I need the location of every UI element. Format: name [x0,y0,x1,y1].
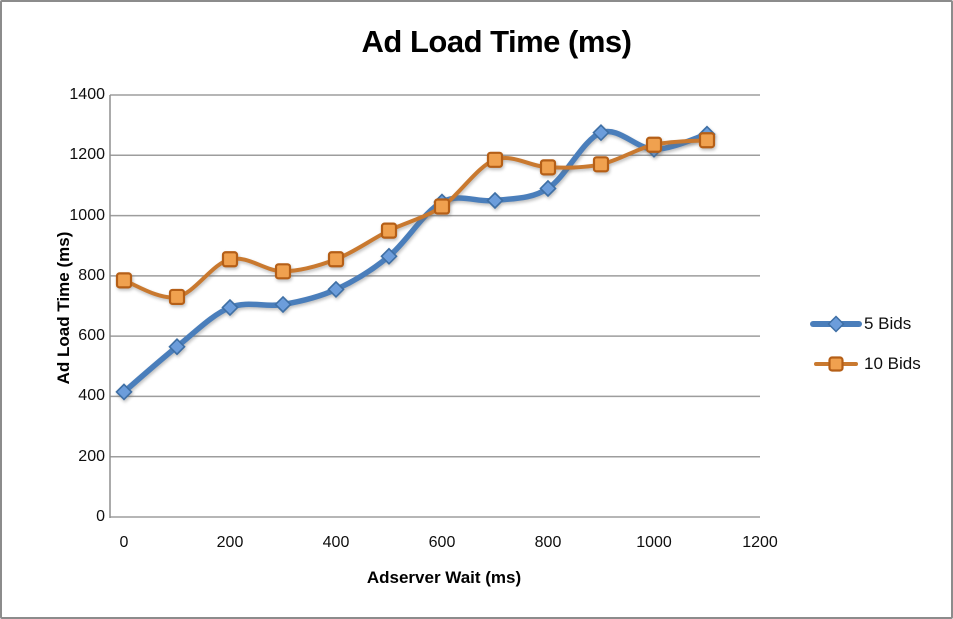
x-tick-label: 1200 [742,534,778,551]
data-point-square [274,263,292,280]
data-point-square [486,151,504,168]
data-point-diamond [168,338,186,356]
y-tick-label: 800 [78,266,105,284]
x-tick-label: 200 [216,534,244,551]
legend: 5 Bids 10 Bids [810,312,921,392]
data-point-square [115,272,133,289]
series-line [121,128,710,395]
data-point-diamond [592,124,610,142]
series-10-bids [115,132,716,306]
data-point-square [539,159,557,176]
y-tick-label: 1200 [69,146,105,164]
y-tick-label: 0 [96,508,105,525]
data-point-diamond [327,280,345,299]
gridlines [110,94,760,518]
data-point-square [433,198,451,215]
data-point-square [221,251,239,268]
data-point-square [327,251,345,268]
x-tick-label: 800 [534,534,562,551]
data-point-square [698,132,716,149]
data-point-diamond [380,247,398,265]
legend-label-5-bids: 5 Bids [864,314,912,333]
data-point-diamond [539,179,557,198]
y-axis-title: Ad Load Time (ms) [54,231,73,385]
y-tick-label: 600 [78,327,105,345]
data-point-diamond [274,295,292,314]
y-tick-label: 200 [78,447,105,465]
y-tick-label: 1000 [69,206,105,224]
line-diamond-marker-icon [810,315,862,333]
data-point-diamond [115,383,133,401]
legend-item-10-bids: 10 Bids [810,352,921,376]
chart-title: Ad Load Time (ms) [361,24,632,59]
data-point-diamond [221,298,239,317]
x-tick-label: 600 [428,534,456,551]
data-point-square [592,156,610,173]
y-tick-label: 400 [78,387,105,405]
data-point-square [168,288,186,306]
data-point-square [380,222,398,239]
x-tick-label: 0 [119,534,129,551]
x-tick-label: 400 [322,534,350,551]
line-square-marker-icon [814,356,858,372]
x-axis-title: Adserver Wait (ms) [366,568,522,587]
y-tick-label: 1400 [69,86,105,103]
legend-item-5-bids: 5 Bids [810,312,921,336]
data-point-diamond [486,191,504,210]
series-5-bids [115,124,716,401]
data-point-square [645,136,663,153]
series-line [122,138,709,300]
legend-label-10-bids: 10 Bids [864,354,921,373]
x-tick-label: 1000 [636,534,672,551]
